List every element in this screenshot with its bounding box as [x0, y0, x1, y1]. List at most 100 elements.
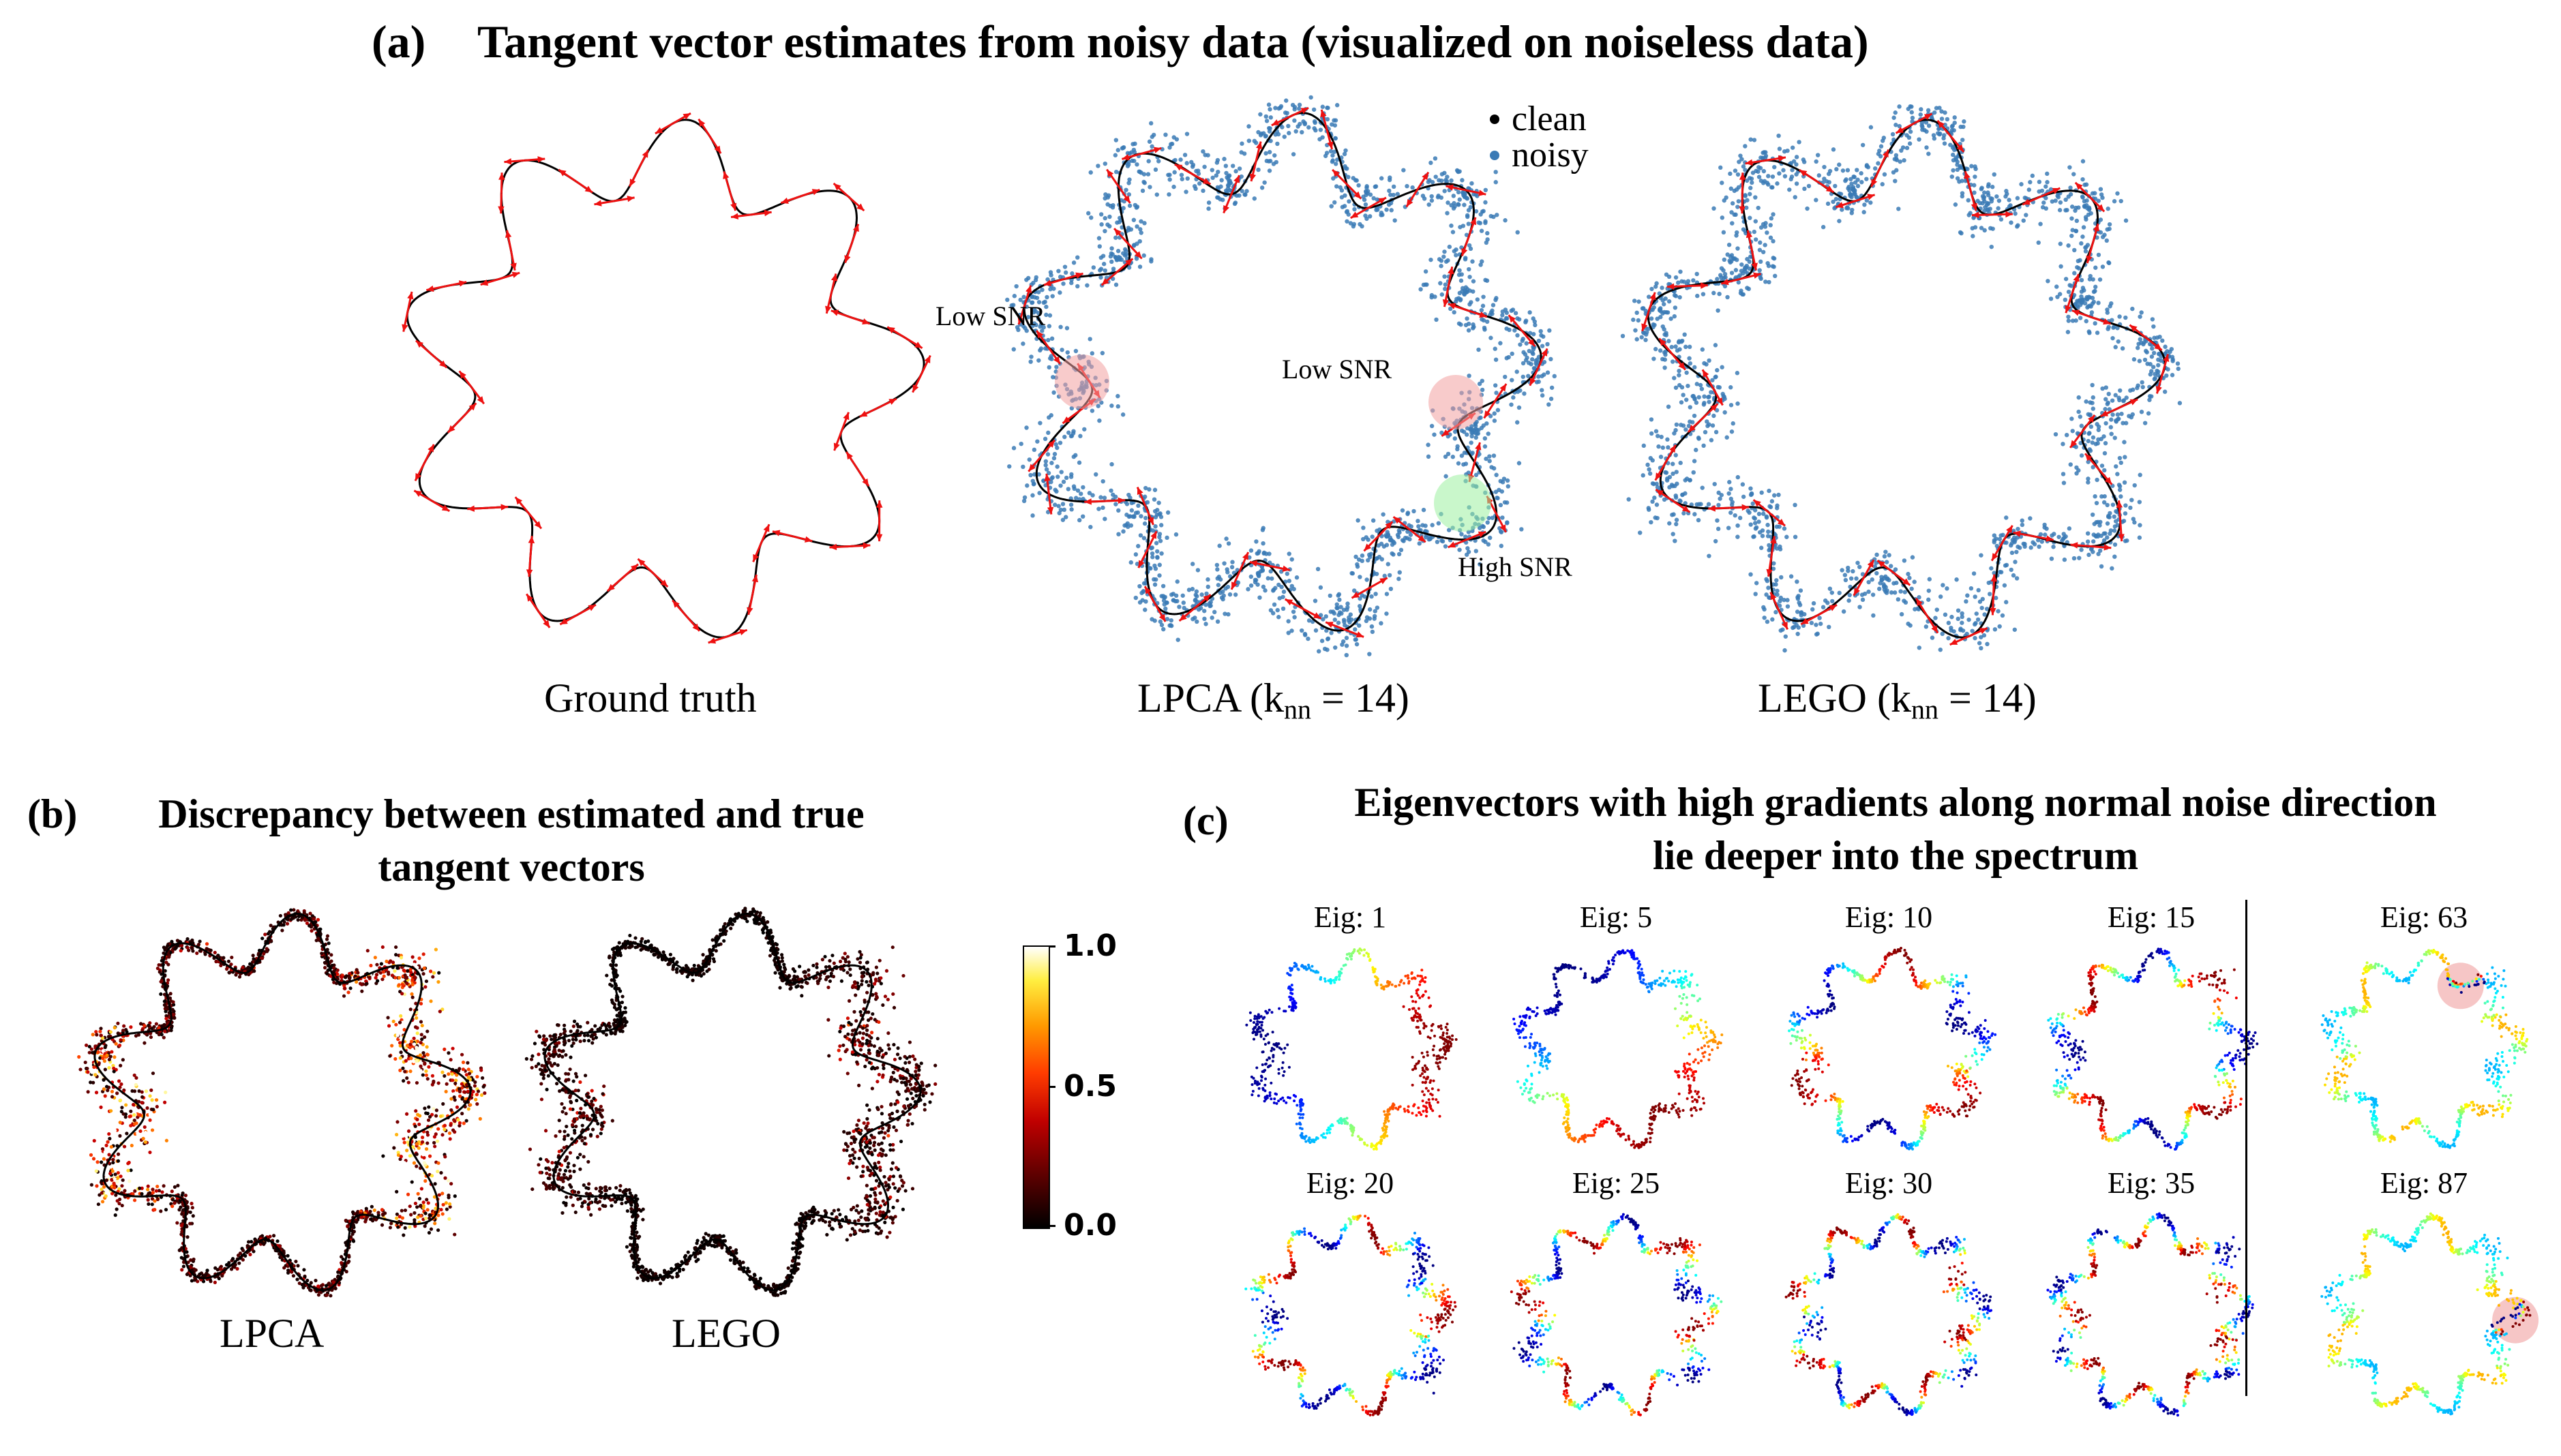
noisy-point [1152, 509, 1158, 514]
discrepancy-point [325, 947, 329, 952]
noisy-point [1932, 110, 1937, 115]
noisy-point [1051, 286, 1056, 291]
noisy-point [1979, 605, 1984, 611]
noisy-point [1094, 472, 1098, 477]
noisy-point [2147, 397, 2152, 402]
noisy-point [1364, 192, 1368, 198]
noisy-point [1436, 521, 1441, 526]
noisy-point [2082, 199, 2087, 204]
tangent-arrow-head [558, 169, 567, 177]
noisy-point [1722, 257, 1727, 262]
noisy-point [2150, 317, 2155, 322]
discrepancy-point [386, 952, 390, 956]
noisy-point [1765, 230, 1769, 235]
noisy-point [1242, 151, 1247, 156]
lpca-caption-main: LPCA (k [1137, 676, 1285, 721]
noisy-point [2102, 468, 2107, 473]
low-snr-label-right: Low SNR [1282, 354, 1392, 384]
noisy-point [1882, 554, 1887, 559]
noisy-point [1694, 271, 1699, 277]
tangent-arrow-head [1148, 517, 1154, 525]
noisy-point [1698, 502, 1703, 506]
noisy-point [1683, 501, 1688, 506]
noisy-point [1132, 514, 1137, 519]
noisy-point [2039, 539, 2044, 544]
noisy-point [1364, 577, 1369, 582]
noisy-point [1682, 332, 1687, 337]
noisy-point [2045, 180, 2050, 185]
noisy-point [1153, 167, 1158, 172]
noisy-point [1647, 294, 1651, 299]
tangent-arrow-head [1867, 194, 1875, 200]
tangent-arrow-head [1678, 362, 1686, 370]
noisy-point [2002, 583, 2007, 588]
noisy-point [1053, 442, 1058, 447]
noisy-point [2062, 557, 2067, 562]
noisy-point [2068, 462, 2073, 467]
noisy-point [1655, 485, 1660, 490]
noisy-point [2075, 431, 2080, 436]
tangent-arrow-head [468, 403, 477, 411]
discrepancy-point [425, 1198, 429, 1202]
noisy-point [1156, 159, 1161, 164]
noisy-point [2095, 331, 2100, 335]
noisy-point [2149, 394, 2154, 399]
tangent-arrow-head [588, 605, 596, 611]
noisy-point [1973, 622, 1977, 627]
noisy-point [1747, 176, 1752, 181]
noisy-point [1050, 294, 1055, 299]
noisy-point [1443, 286, 1448, 292]
noisy-point [1121, 206, 1126, 211]
tangent-arrow-head [594, 200, 602, 207]
noisy-point [2100, 264, 2106, 269]
noisy-point [2099, 464, 2105, 468]
noisy-point [1992, 540, 1996, 545]
noisy-point [1319, 639, 1325, 643]
noisy-point [1326, 637, 1330, 641]
discrepancy-point [160, 1190, 164, 1194]
noisy-point [1110, 205, 1115, 210]
tangent-arrow-head [630, 564, 638, 572]
noisy-point [1493, 346, 1497, 351]
noisy-point [1343, 623, 1347, 628]
noisy-point [1860, 572, 1866, 577]
tangent-arrow-head [1508, 315, 1516, 323]
noisy-point [1220, 198, 1225, 202]
clean-curve [1647, 119, 2166, 639]
noisy-point [1806, 183, 1812, 189]
noisy-point [1770, 617, 1775, 622]
discrepancy-point [120, 1184, 124, 1188]
noisy-point [1439, 172, 1445, 177]
noisy-point [1973, 175, 1977, 179]
noisy-point [2017, 545, 2022, 550]
noisy-point [1940, 631, 1945, 637]
noisy-point [1091, 265, 1096, 270]
noisy-point [1330, 122, 1334, 127]
noisy-point [1931, 133, 1936, 138]
noisy-point [1864, 177, 1869, 181]
noisy-point [1493, 357, 1499, 362]
noisy-point [1063, 270, 1068, 275]
noisy-point [1278, 569, 1284, 574]
noisy-point [1433, 175, 1438, 179]
discrepancy-point [308, 911, 312, 915]
noisy-point [1315, 566, 1321, 572]
noisy-point [1710, 378, 1715, 382]
tangent-arrow-head [1332, 169, 1340, 177]
noisy-point [2103, 407, 2108, 412]
noisy-point [1158, 539, 1163, 543]
noisy-point [1024, 277, 1029, 282]
noisy-point [1899, 611, 1904, 617]
noisy-point [1633, 328, 1638, 333]
noisy-point [2177, 401, 2183, 406]
noisy-point [1902, 158, 1906, 163]
noisy-point [1379, 541, 1384, 546]
tangent-arrow-head [1971, 211, 1979, 219]
noisy-point [1149, 259, 1154, 264]
noisy-point [1033, 277, 1038, 283]
noisy-point [1753, 219, 1758, 224]
noisy-point [1135, 224, 1139, 229]
noisy-point [1787, 187, 1792, 192]
noisy-point [2103, 440, 2108, 446]
noisy-point [2117, 314, 2122, 319]
